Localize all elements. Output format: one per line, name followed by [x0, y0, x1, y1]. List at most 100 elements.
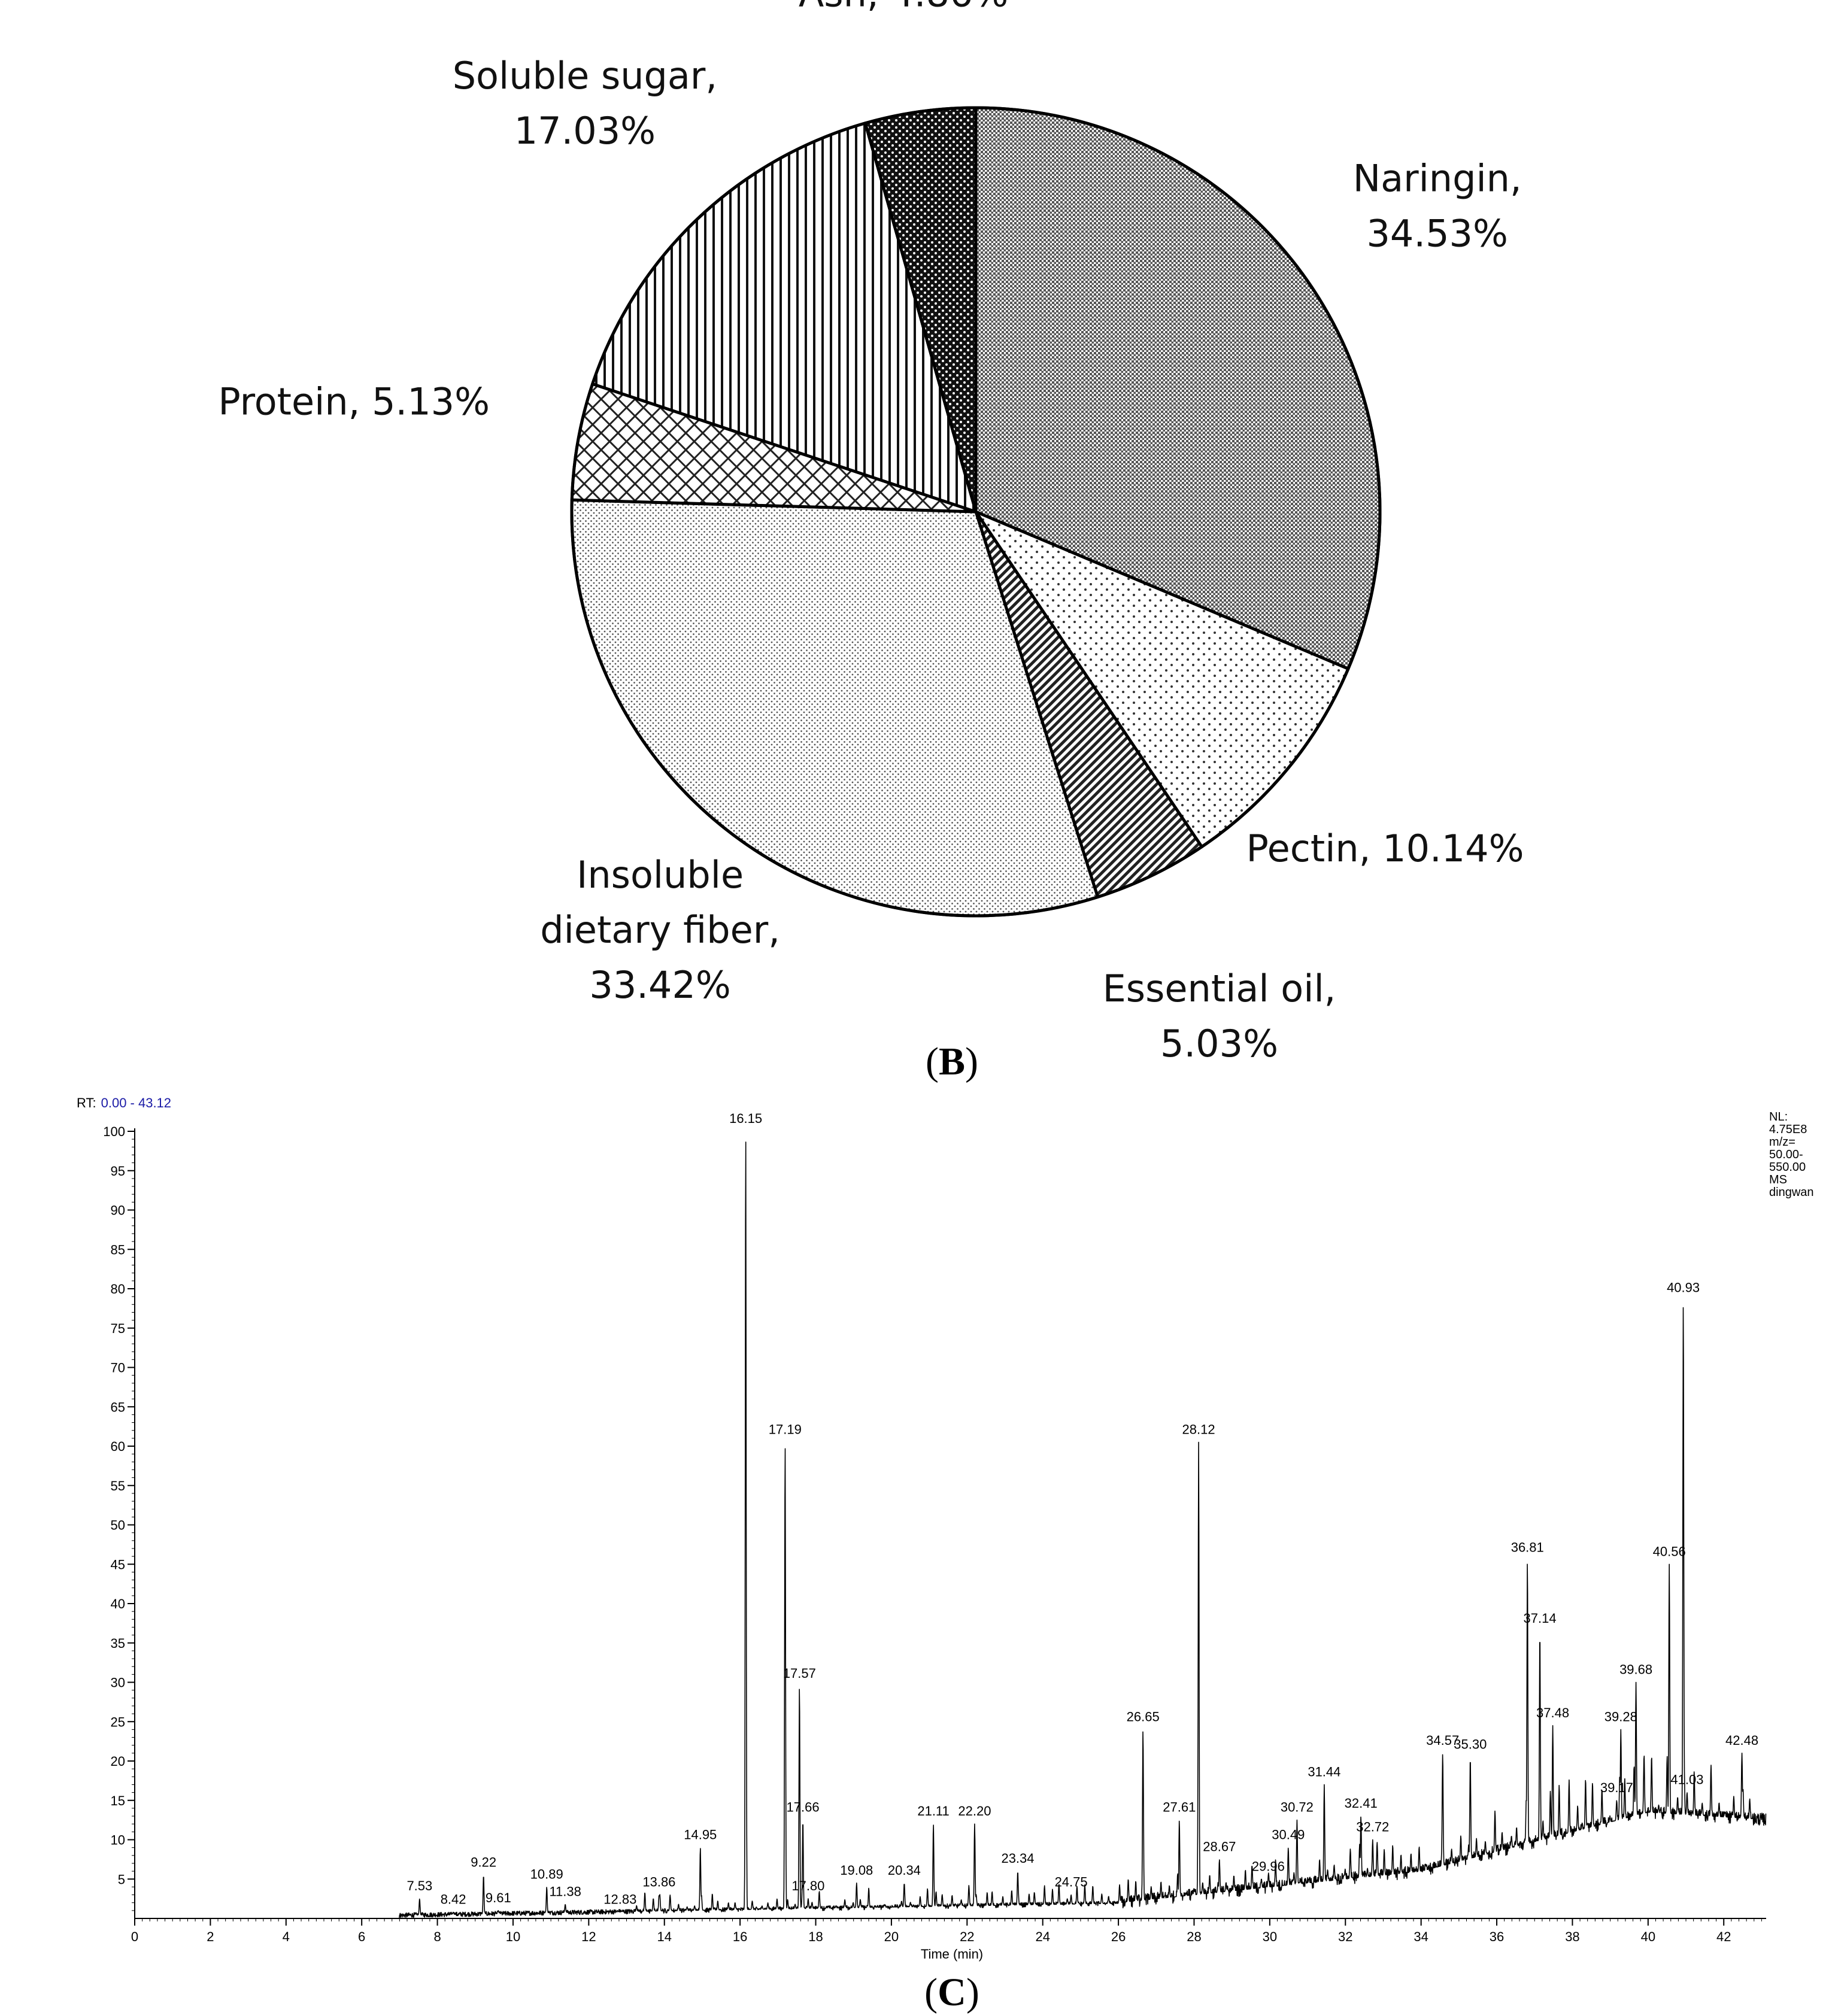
peak-label-8-42: 8.42 — [441, 1891, 466, 1906]
pie-label-essential-oil: Essential oil, 5.03% — [1103, 967, 1336, 1065]
pie-label-line-pectin-0: Pectin, 10.14% — [1246, 827, 1524, 870]
chromatogram-trace — [392, 1141, 1767, 1919]
x-tick-label-6: 6 — [358, 1929, 365, 1944]
y-tick-label-50: 50 — [111, 1518, 125, 1533]
pie-labels: Naringin, 34.53% Pectin, 10.14% Essential o… — [218, 0, 1524, 1065]
peak-label-32-72: 32.72 — [1356, 1820, 1389, 1835]
x-tick-label-42: 42 — [1716, 1929, 1731, 1944]
peak-label-9-61: 9.61 — [486, 1890, 511, 1905]
x-tick-label-8: 8 — [433, 1929, 441, 1944]
y-tick-label-20: 20 — [111, 1754, 125, 1769]
peak-label-40-56: 40.56 — [1653, 1544, 1686, 1559]
peak-label-12-83: 12.83 — [603, 1891, 636, 1906]
x-tick-label-14: 14 — [657, 1929, 671, 1944]
x-tick-label-40: 40 — [1641, 1929, 1655, 1944]
pie-label-pectin: Pectin, 10.14% — [1246, 827, 1524, 870]
y-tick-label-15: 15 — [111, 1793, 125, 1808]
x-tick-label-34: 34 — [1414, 1929, 1428, 1944]
x-tick-label-20: 20 — [884, 1929, 899, 1944]
peak-label-23-34: 23.34 — [1001, 1851, 1034, 1866]
y-tick-label-10: 10 — [111, 1833, 125, 1848]
peak-label-17-19: 17.19 — [769, 1422, 802, 1437]
peak-label-30-72: 30.72 — [1281, 1800, 1314, 1815]
x-tick-label-26: 26 — [1111, 1929, 1126, 1944]
peak-label-9-22: 9.22 — [471, 1855, 496, 1870]
x-tick-label-2: 2 — [207, 1929, 214, 1944]
peak-labels: 7.53 8.42 9.22 9.61 10.89 11.38 12.83 13.86 14.9… — [407, 1111, 1758, 1906]
y-tick-label-60: 60 — [111, 1439, 125, 1454]
peak-label-17-80: 17.80 — [791, 1878, 824, 1893]
x-tick-label-28: 28 — [1187, 1929, 1201, 1944]
pie-label-line-protein-0: Protein, 5.13% — [218, 380, 490, 424]
peak-label-28-12: 28.12 — [1182, 1422, 1215, 1437]
peak-label-35-30: 35.30 — [1454, 1736, 1487, 1751]
pie-label-line-soluble-sugar-0: Soluble sugar, — [453, 54, 717, 98]
nl-line-5: MS — [1769, 1173, 1787, 1186]
peak-label-21-11: 21.11 — [917, 1804, 949, 1818]
nl-line-2: m/z= — [1769, 1135, 1795, 1149]
y-tick-label-45: 45 — [111, 1557, 125, 1572]
pie-label-line-insoluble-dietary-fiber-0: Insoluble — [577, 853, 744, 897]
x-tick-label-30: 30 — [1263, 1929, 1277, 1944]
peak-label-7-53: 7.53 — [407, 1878, 432, 1893]
peak-label-17-57: 17.57 — [783, 1666, 816, 1681]
nl-line-0: NL: — [1769, 1110, 1788, 1124]
pie-label-line-insoluble-dietary-fiber-1: dietary fiber, — [540, 908, 780, 952]
y-tick-label-100: 100 — [103, 1124, 125, 1139]
x-tick-label-10: 10 — [506, 1929, 520, 1944]
pie-label-line-naringin-1: 34.53% — [1366, 212, 1508, 256]
peak-label-31-44: 31.44 — [1308, 1764, 1340, 1779]
peak-label-40-93: 40.93 — [1667, 1280, 1700, 1295]
peak-label-32-41: 32.41 — [1345, 1796, 1378, 1811]
pie-label-line-naringin-0: Naringin, — [1353, 157, 1522, 201]
chromatogram-line — [392, 1141, 1767, 1919]
x-tick-label-12: 12 — [581, 1929, 596, 1944]
pie-chart: Naringin, 34.53% Pectin, 10.14% Essential o… — [218, 0, 1524, 1065]
peak-label-24-75: 24.75 — [1055, 1875, 1088, 1890]
peak-label-36-81: 36.81 — [1511, 1540, 1544, 1555]
peak-label-30-49: 30.49 — [1272, 1827, 1305, 1842]
y-tick-label-90: 90 — [111, 1203, 125, 1218]
nl-line-1: 4.75E8 — [1769, 1123, 1807, 1136]
panel-letter-b: B — [939, 1040, 965, 1083]
chromatogram-axes: 0 2 4 6 8 10 12 14 16 18 20 22 24 26 28 30 32 34 36 38 40 425… — [103, 1124, 1766, 1944]
x-tick-label-0: 0 — [131, 1929, 138, 1944]
nl-line-3: 50.00- — [1769, 1148, 1803, 1161]
peak-label-10-89: 10.89 — [530, 1866, 563, 1881]
pie-label-line-insoluble-dietary-fiber-2: 33.42% — [589, 963, 730, 1007]
y-tick-label-5: 5 — [118, 1872, 125, 1887]
x-tick-label-22: 22 — [960, 1929, 974, 1944]
peak-label-26-65: 26.65 — [1127, 1709, 1160, 1724]
y-tick-label-40: 40 — [111, 1596, 125, 1611]
peak-label-37-48: 37.48 — [1536, 1705, 1569, 1720]
y-tick-label-80: 80 — [111, 1282, 125, 1297]
peak-label-27-61: 27.61 — [1163, 1800, 1196, 1815]
y-tick-label-55: 55 — [111, 1478, 125, 1493]
y-tick-label-95: 95 — [111, 1164, 125, 1179]
chromatogram: RT: 0.00 - 43.12 NL:4.75E8m/z=50.00-550.0… — [77, 1095, 1814, 1962]
pie-label-line-essential-oil-1: 5.03% — [1160, 1022, 1278, 1065]
x-tick-label-32: 32 — [1338, 1929, 1352, 1944]
pie-label-naringin: Naringin, 34.53% — [1353, 157, 1522, 256]
x-tick-label-16: 16 — [733, 1929, 747, 1944]
x-tick-label-4: 4 — [283, 1929, 290, 1944]
pie-label-line-soluble-sugar-1: 17.03% — [514, 109, 656, 153]
pie-label-line-essential-oil-0: Essential oil, — [1103, 967, 1336, 1010]
peak-label-13-86: 13.86 — [642, 1875, 675, 1890]
peak-label-19-08: 19.08 — [840, 1863, 873, 1878]
panel-label-b: (B) — [926, 1040, 978, 1083]
pie-label-ash: Ash, 4.86% — [799, 0, 1008, 15]
peak-label-28-67: 28.67 — [1203, 1839, 1236, 1854]
peak-label-39-28: 39.28 — [1604, 1709, 1637, 1724]
x-axis-title: Time (min) — [921, 1947, 983, 1962]
panel-letter-c: C — [938, 1971, 966, 2014]
peak-label-16-15: 16.15 — [729, 1111, 762, 1126]
rt-range-label: RT: 0.00 - 43.12 — [77, 1095, 171, 1110]
peak-label-17-66: 17.66 — [787, 1800, 820, 1815]
pie-label-protein: Protein, 5.13% — [218, 380, 490, 424]
peak-label-14-95: 14.95 — [684, 1827, 717, 1842]
peak-label-34-57: 34.57 — [1426, 1733, 1459, 1748]
pie-label-line-ash-0: Ash, 4.86% — [799, 0, 1008, 15]
